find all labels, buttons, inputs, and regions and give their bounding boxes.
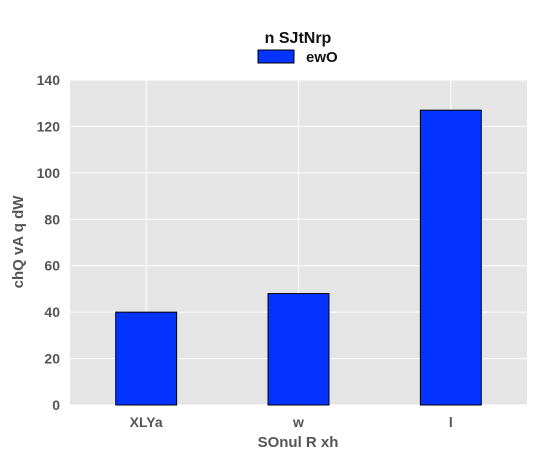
x-tick-label: w — [292, 414, 304, 430]
y-tick-label: 100 — [37, 165, 61, 181]
y-tick-label: 120 — [37, 118, 61, 134]
bar — [115, 311, 178, 406]
legend: ewO — [257, 49, 338, 66]
legend-swatch — [257, 49, 295, 64]
bar — [419, 109, 482, 406]
y-tick-label: 140 — [37, 72, 61, 88]
y-tick-label: 20 — [44, 351, 60, 367]
x-tick-labels: XLYa w l — [130, 414, 453, 430]
bar — [267, 293, 330, 406]
x-axis-label: SOnul R xh — [258, 434, 339, 451]
x-tick-label: XLYa — [130, 414, 163, 430]
y-tick-label: 60 — [44, 258, 60, 274]
y-axis-label: chQ vA q dW — [10, 195, 27, 289]
y-tick-label: 40 — [44, 304, 60, 320]
legend-label: ewO — [306, 49, 338, 66]
bars — [115, 109, 482, 406]
y-tick-label: 0 — [52, 397, 60, 413]
x-tick-label: l — [449, 414, 453, 430]
y-tick-label: 80 — [44, 211, 60, 227]
chart-title: n SJtNrp — [265, 30, 332, 47]
y-tick-labels: 0 20 40 60 80 100 120 140 — [37, 72, 61, 413]
